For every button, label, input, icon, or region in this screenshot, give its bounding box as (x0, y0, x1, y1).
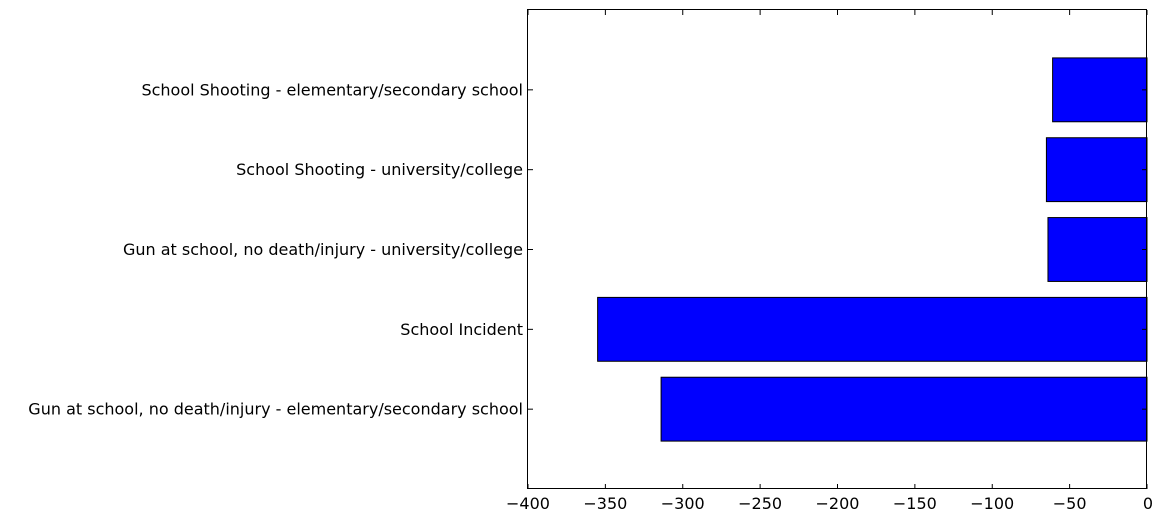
x-tick-label: −300 (661, 494, 705, 513)
x-tick-label: −350 (583, 494, 627, 513)
bar (1047, 217, 1148, 282)
x-tick-label: −200 (816, 494, 860, 513)
x-tick-label: −100 (970, 494, 1014, 513)
bar (1052, 57, 1148, 123)
category-label: Gun at school, no death/injury - element… (28, 400, 523, 419)
category-label: School Shooting - elementary/secondary s… (141, 80, 523, 99)
x-tick-labels: −400 −350 −300 −250 −200 −150 −100 −50 0 (506, 494, 1153, 513)
ticks-group (527, 10, 1148, 489)
x-tick-label: −250 (738, 494, 782, 513)
category-label: Gun at school, no death/injury - univers… (123, 240, 523, 259)
bars-group (597, 57, 1148, 442)
bar (1045, 137, 1148, 203)
category-label: School Shooting - university/college (236, 160, 523, 179)
x-tick-label: −150 (893, 494, 937, 513)
bar (660, 376, 1148, 442)
x-tick-label: −400 (506, 494, 550, 513)
category-label: School Incident (400, 320, 523, 339)
x-tick-label: −50 (1053, 494, 1087, 513)
category-labels: School Shooting - elementary/secondary s… (28, 80, 523, 418)
bar (597, 296, 1148, 362)
x-tick-label: 0 (1143, 494, 1153, 513)
